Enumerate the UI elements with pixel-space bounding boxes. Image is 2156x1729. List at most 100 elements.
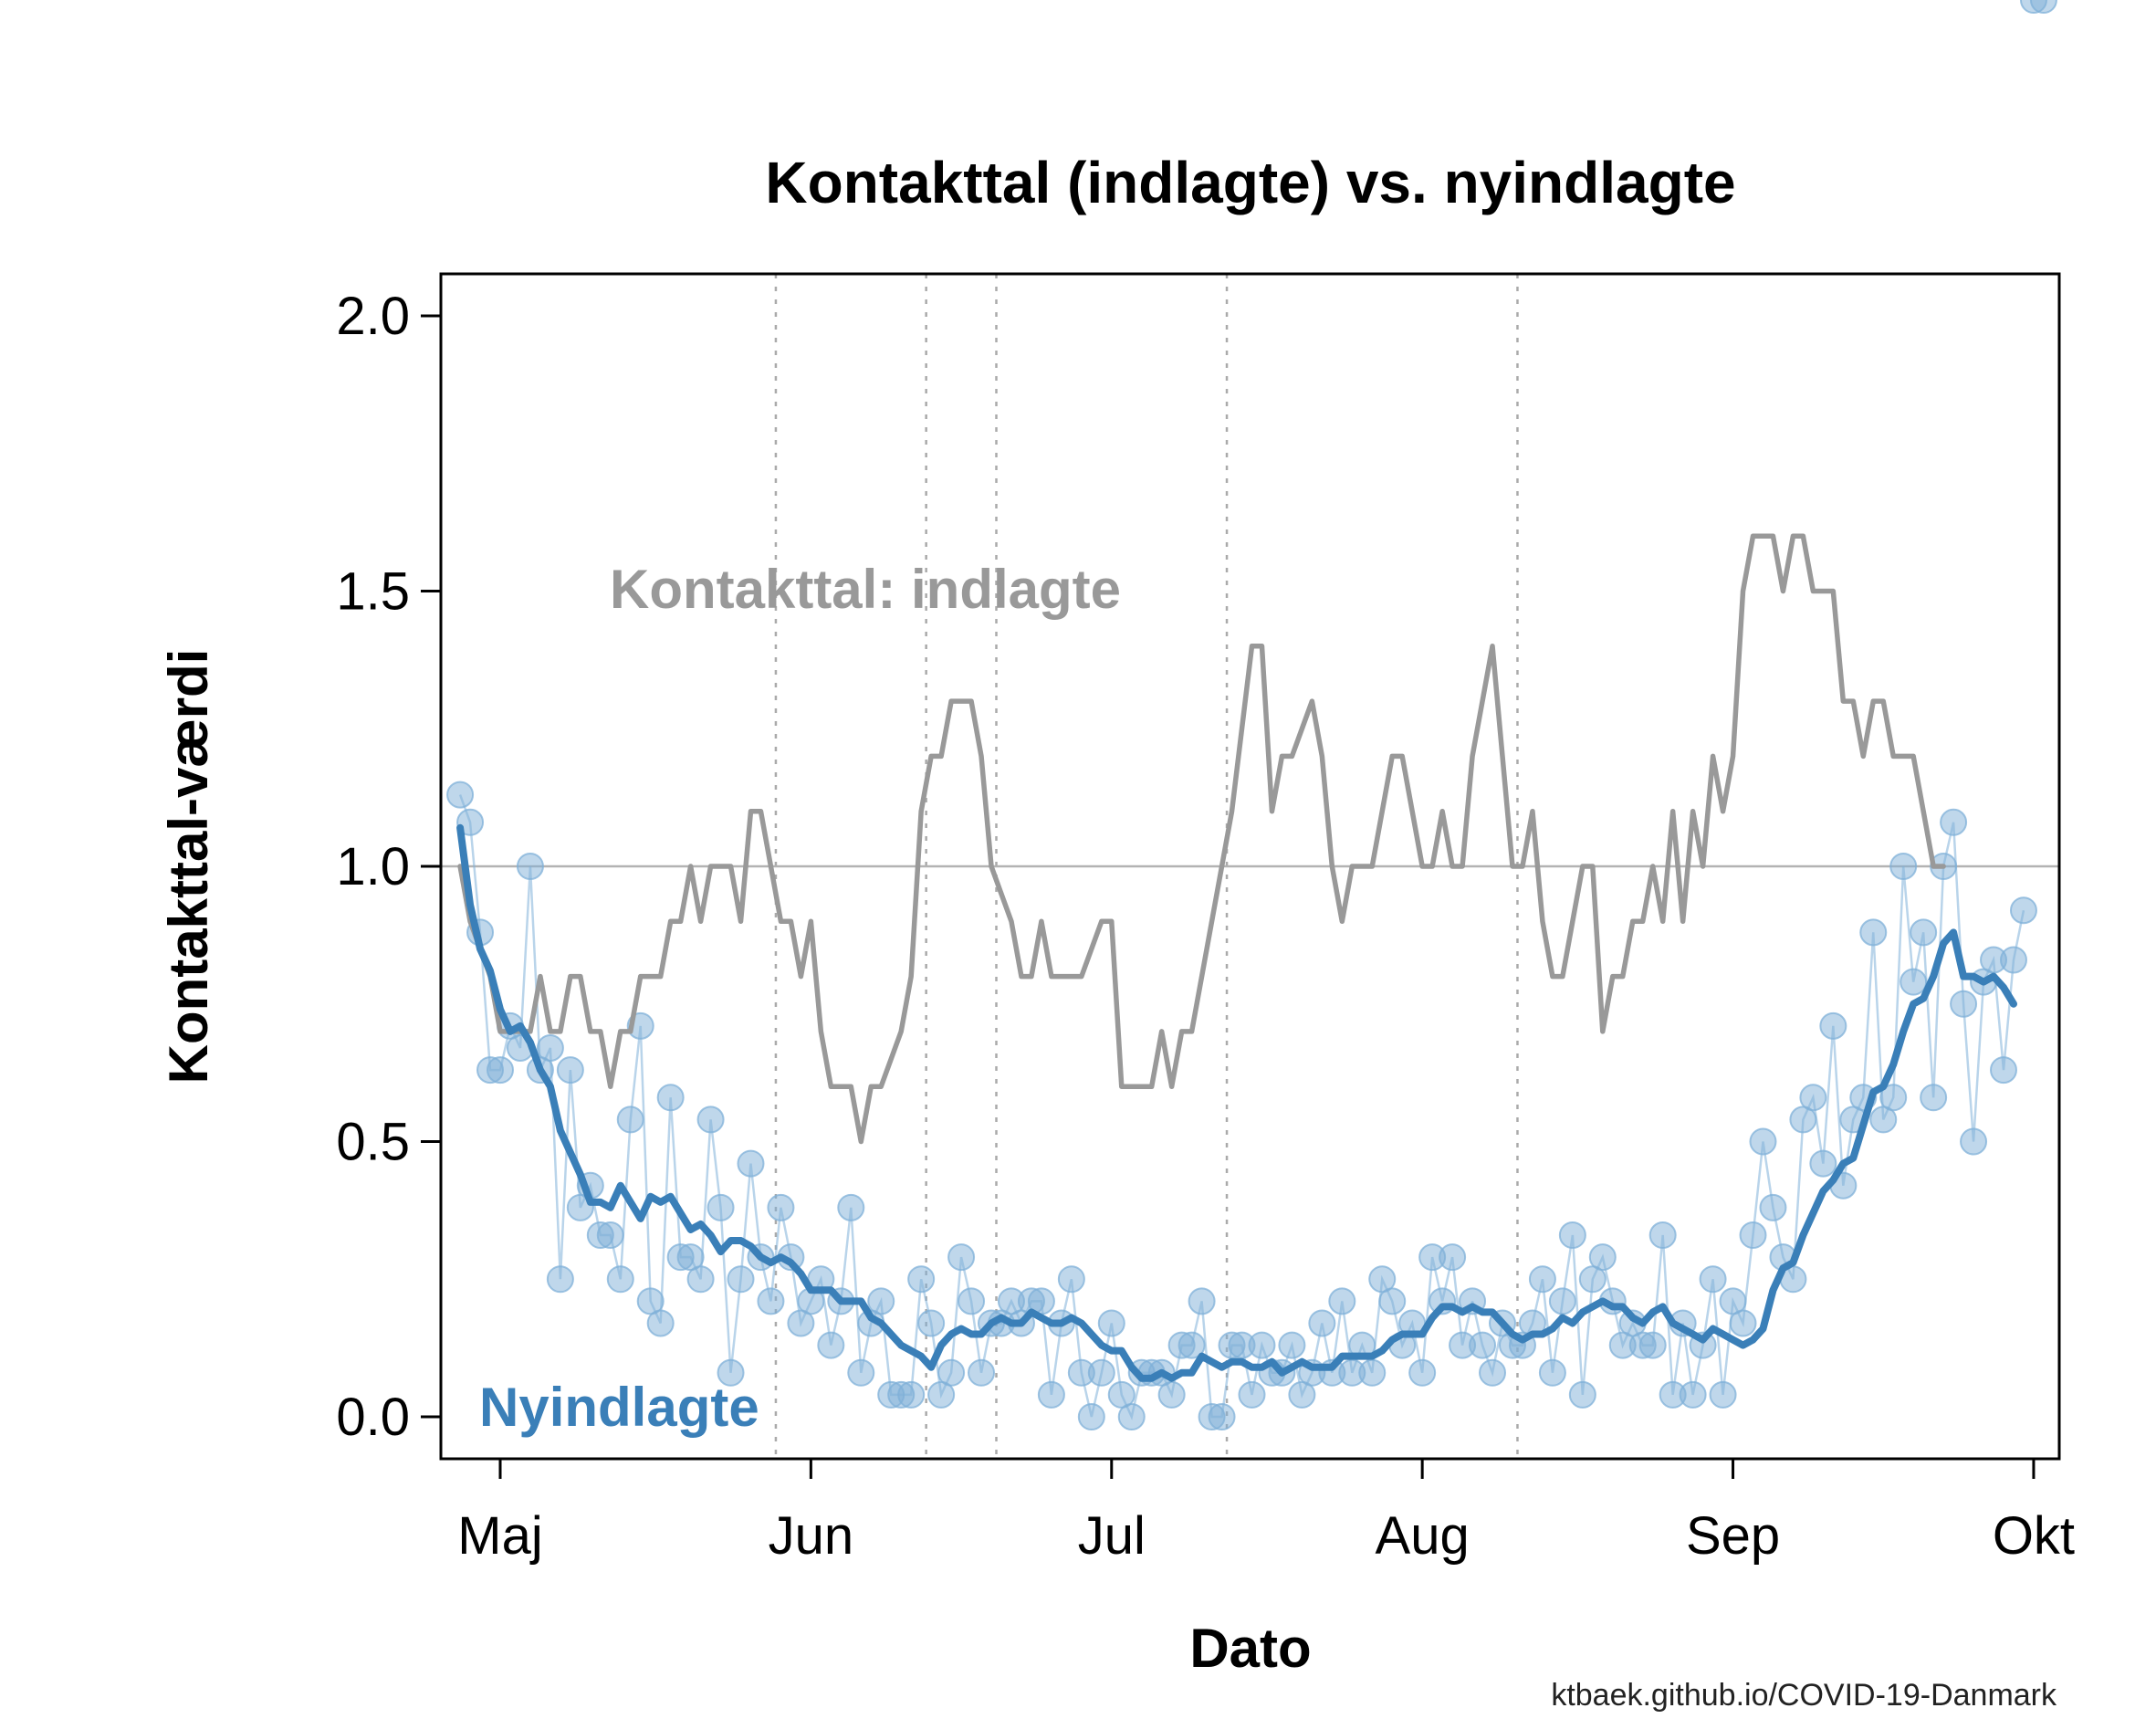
nyindlagte-point [837, 1193, 865, 1221]
nyindlagte-point [1188, 1287, 1216, 1315]
nyindlagte-point [1358, 1358, 1387, 1387]
nyindlagte-point [1648, 1221, 1677, 1250]
nyindlagte-point [1739, 1221, 1767, 1250]
nyindlagte-point [1157, 1380, 1186, 1409]
nyindlagte-point [1910, 918, 1938, 947]
nyindlagte-point [958, 1287, 986, 1315]
chart-title: Kontakttal (indlagte) vs. nyindlagte [765, 150, 1735, 215]
nyindlagte-point [616, 1106, 644, 1134]
kontakttal-annotation: Kontakttal: indlagte [610, 559, 1121, 620]
nyindlagte-point [1238, 1380, 1266, 1409]
nyindlagte-point [1469, 1331, 1497, 1359]
kontakttal-series [457, 533, 1946, 1145]
y-axis-label: Kontakttal-værdi [158, 649, 219, 1085]
x-axis-label: Dato [1189, 1618, 1311, 1679]
nyindlagte-point [1990, 1056, 2017, 1085]
nyindlagte-point [1950, 990, 1978, 1018]
nyindlagte-point [1177, 1331, 1206, 1359]
nyindlagte-point [897, 1380, 926, 1409]
nyindlagte-point [1208, 1403, 1236, 1430]
nyindlagte-point [1037, 1380, 1065, 1409]
x-tick-label: Maj [457, 1506, 542, 1566]
nyindlagte-point [2029, 0, 2057, 14]
nyindlagte-point [847, 1358, 875, 1387]
nyindlagte-points [446, 0, 2057, 1430]
nyindlagte-point [1809, 1149, 1837, 1178]
x-tick-label: Okt [1993, 1506, 2075, 1566]
nyindlagte-point [1960, 1127, 1988, 1156]
nyindlagte-point [1819, 1011, 1847, 1040]
nyindlagte-point [968, 1358, 996, 1387]
x-tick-label: Jul [1078, 1506, 1146, 1566]
nyindlagte-series [456, 823, 2017, 1382]
nyindlagte-point [767, 1193, 795, 1221]
nyindlagte-point [1558, 1221, 1586, 1250]
nyindlagte-point [1278, 1331, 1306, 1359]
nyindlagte-point [1057, 1265, 1085, 1294]
nyindlagte-point [1999, 946, 2027, 974]
nyindlagte-point [1940, 808, 1968, 836]
nyindlagte-point [2009, 896, 2037, 925]
nyindlagte-point [1749, 1127, 1777, 1156]
nyindlagte-point [1900, 968, 1928, 996]
nyindlagte-point [686, 1265, 715, 1294]
nyindlagte-point [1378, 1287, 1407, 1315]
y-tick-label: 1.5 [336, 562, 410, 622]
nyindlagte-point [656, 1084, 685, 1112]
nyindlagte-point [1308, 1309, 1336, 1337]
y-tick-label: 0.0 [336, 1388, 410, 1447]
kontakttal-line [457, 533, 1946, 1145]
nyindlagte-point [1920, 1084, 1948, 1112]
nyindlagte-point [1097, 1309, 1125, 1337]
nyindlagte-point [1889, 853, 1918, 880]
nyindlagte-point [1538, 1358, 1566, 1387]
nyindlagte-point [727, 1265, 755, 1294]
nyindlagte-smoothed-line [456, 823, 2017, 1382]
nyindlagte-point [1077, 1403, 1105, 1430]
nyindlagte-point [606, 1265, 634, 1294]
x-tick-label: Sep [1686, 1506, 1780, 1566]
nyindlagte-annotation: Nyindlagte [479, 1377, 759, 1438]
nyindlagte-point [1699, 1265, 1727, 1294]
nyindlagte-point [596, 1221, 624, 1250]
nyindlagte-point [1408, 1358, 1437, 1387]
nyindlagte-point [646, 1309, 675, 1337]
nyindlagte-point [446, 781, 475, 809]
nyindlagte-point [937, 1358, 966, 1387]
y-axis: 0.0 0.5 1.0 1.5 2.0 [336, 287, 441, 1447]
nyindlagte-point [1638, 1331, 1667, 1359]
source-note: ktbaek.github.io/COVID-19-Danmark [1551, 1678, 2057, 1713]
nyindlagte-point [516, 853, 544, 880]
y-tick-label: 0.5 [336, 1113, 410, 1172]
nyindlagte-point [1709, 1380, 1737, 1409]
nyindlagte-point [1117, 1403, 1146, 1430]
nyindlagte-point [546, 1265, 574, 1294]
x-tick-label: Jun [769, 1506, 854, 1566]
nyindlagte-point [706, 1193, 735, 1221]
nyindlagte-point [1679, 1380, 1707, 1409]
nyindlagte-point [817, 1331, 845, 1359]
nyindlagte-point [556, 1056, 584, 1085]
x-tick-label: Aug [1376, 1506, 1470, 1566]
nyindlagte-point [1439, 1243, 1467, 1272]
nyindlagte-point [947, 1243, 976, 1272]
nyindlagte-point [1588, 1243, 1617, 1272]
nyindlagte-point [1248, 1331, 1276, 1359]
nyindlagte-point [1859, 918, 1888, 947]
y-tick-label: 1.0 [336, 837, 410, 896]
nyindlagte-point [1479, 1358, 1507, 1387]
nyindlagte-point [1548, 1287, 1576, 1315]
nyindlagte-point [1568, 1380, 1596, 1409]
nyindlagte-point [917, 1309, 946, 1337]
nyindlagte-point [1759, 1193, 1787, 1221]
x-axis: Maj Jun Jul Aug Sep Okt [457, 1459, 2075, 1566]
nyindlagte-point [717, 1358, 745, 1387]
nyindlagte-point [1799, 1084, 1827, 1112]
nyindlagte-point [1087, 1358, 1115, 1387]
nyindlagte-point [536, 1033, 564, 1062]
nyindlagte-point [1528, 1265, 1556, 1294]
y-tick-label: 2.0 [336, 287, 410, 346]
